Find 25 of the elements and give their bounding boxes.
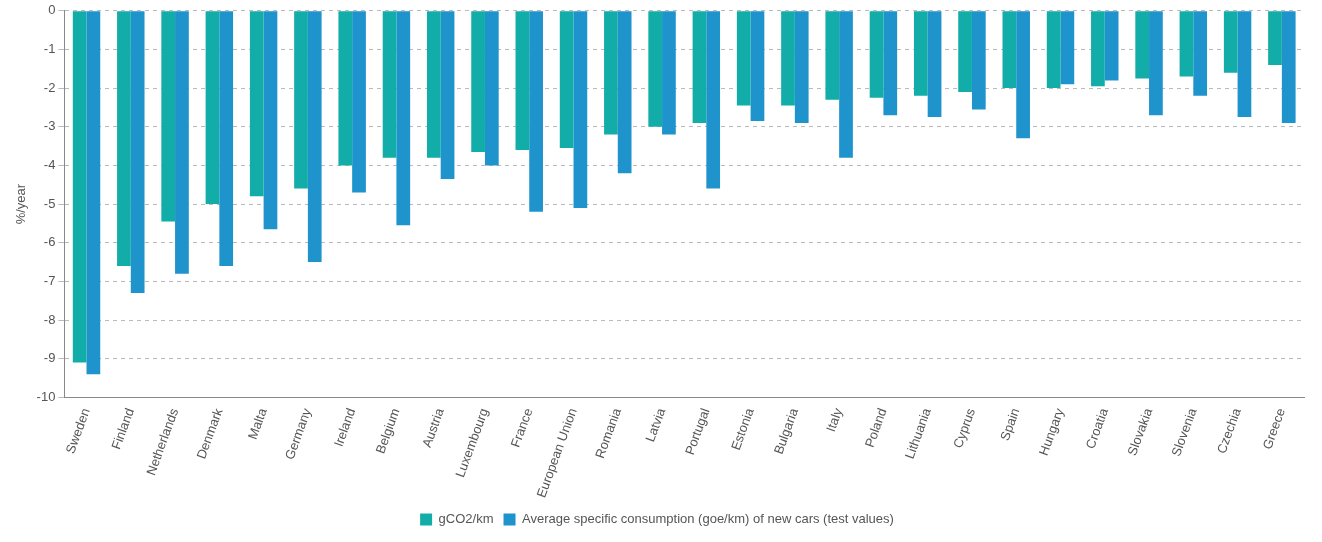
y-tick-label: -6 [43,234,56,250]
y-tick-label: 0 [48,2,56,18]
x-tick-label: Italy [823,405,846,434]
legend-label: gCO2/km [438,511,494,527]
x-tick-label: Cyprus [949,405,979,450]
x-tick-label: Croatia [1082,405,1112,451]
y-tick-label: -7 [43,272,56,288]
x-tick-label: Austria [418,405,448,450]
y-tick-label: -1 [43,41,56,57]
legend-label: Average specific consumption (goe/km) of new cars (test values) [522,511,894,527]
x-tick-label: Spain [996,406,1023,443]
x-tick-label: Latvia [642,405,669,444]
x-tick-label: Greece [1259,406,1289,452]
x-tick-label: France [507,406,536,450]
y-tick-label: -2 [43,79,56,95]
x-tick-label: Malta [244,405,271,442]
x-tick-label: Poland [861,406,890,450]
y-tick-label: -10 [36,388,56,404]
y-tick-label: -5 [43,195,56,211]
y-tick-label: -8 [43,311,56,327]
y-tick-label: -3 [43,118,56,134]
y-tick-label: -9 [43,350,56,366]
y-tick-label: -4 [43,157,56,173]
y-axis-title: %/year [13,183,29,225]
x-tick-label: Ireland [330,406,359,449]
